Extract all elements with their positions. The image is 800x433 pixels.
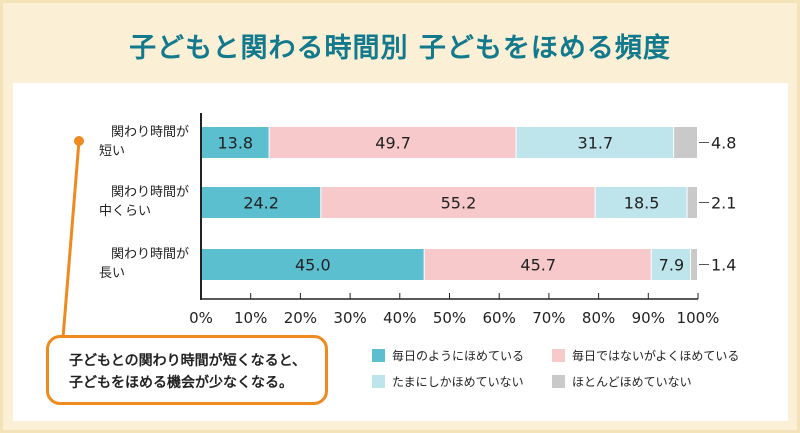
data-label: 45.0 <box>295 256 331 275</box>
bar-segment <box>201 127 269 158</box>
bar-segment <box>687 187 697 218</box>
category-label: 関わり時間が <box>111 125 189 140</box>
legend-item: たまにしかほめていない <box>372 373 524 390</box>
data-label: 49.7 <box>375 134 411 153</box>
legend-label: ほとんどほめていない <box>572 375 692 389</box>
x-tick-label: 90% <box>632 309 665 327</box>
chart-title: 子どもと関わる時間別 子どもをほめる頻度 <box>129 33 671 64</box>
callout-line-1: 子どもとの関わり時間が短くなると、 <box>69 353 307 369</box>
x-tick-label: 50% <box>433 309 466 327</box>
chart-legend: 毎日のようにほめている 毎日ではないがよくほめているたまにしかほめていない ほとんど… <box>372 347 792 407</box>
legend-label: 毎日ではないがよくほめている <box>572 349 740 363</box>
x-tick-label: 30% <box>333 309 366 327</box>
data-label: 1.4 <box>711 256 736 275</box>
data-label: 31.7 <box>578 134 614 153</box>
x-tick-label: 40% <box>383 309 416 327</box>
data-label: 4.8 <box>711 134 736 153</box>
callout-line-2: 子どもをほめる機会が少なくなる。 <box>69 375 293 391</box>
x-tick-label: 80% <box>582 309 615 327</box>
data-label: 55.2 <box>441 194 477 213</box>
bar-segment <box>201 187 321 218</box>
legend-item: 毎日ではないがよくほめている <box>552 347 739 364</box>
legend-swatch <box>552 349 565 362</box>
legend-swatch <box>372 375 385 388</box>
data-label: 24.2 <box>243 194 279 213</box>
bar-segment <box>674 127 697 158</box>
bar-segment <box>516 127 674 158</box>
bar-segment <box>201 249 424 280</box>
x-tick-label: 60% <box>483 309 516 327</box>
bar-segment <box>269 127 516 158</box>
bar-segment <box>691 249 697 280</box>
category-label: 長い <box>99 266 125 281</box>
legend-label: 毎日のようにほめている <box>392 349 525 363</box>
data-label: 7.9 <box>659 256 684 275</box>
x-tick-label: 100% <box>677 309 720 327</box>
x-tick-label: 20% <box>284 309 317 327</box>
category-label: 短い <box>99 144 125 159</box>
callout-connector-line <box>60 140 81 351</box>
legend-item: ほとんどほめていない <box>552 373 692 390</box>
data-label: 2.1 <box>711 194 736 213</box>
bar-segment <box>651 249 691 280</box>
bar-segment <box>595 187 687 218</box>
bar-segment <box>321 187 595 218</box>
x-tick-label: 70% <box>532 309 565 327</box>
legend-item: 毎日のようにほめている <box>372 347 524 364</box>
callout-box: 子どもとの関わり時間が短くなると、 子どもをほめる機会が少なくなる。 <box>46 335 328 405</box>
legend-label: たまにしかほめていない <box>392 375 524 389</box>
category-label: 関わり時間が <box>111 185 189 200</box>
x-tick-label: 10% <box>234 309 267 327</box>
category-label: 中くらい <box>99 204 151 219</box>
callout-connector-dot <box>74 136 84 146</box>
data-label: 45.7 <box>520 256 556 275</box>
bar-segment <box>424 249 651 280</box>
data-label: 18.5 <box>624 194 660 213</box>
x-tick-label: 0% <box>189 309 213 327</box>
data-label: 13.8 <box>217 134 253 153</box>
legend-swatch <box>372 349 385 362</box>
legend-swatch <box>552 375 565 388</box>
category-label: 関わり時間が <box>111 247 189 262</box>
